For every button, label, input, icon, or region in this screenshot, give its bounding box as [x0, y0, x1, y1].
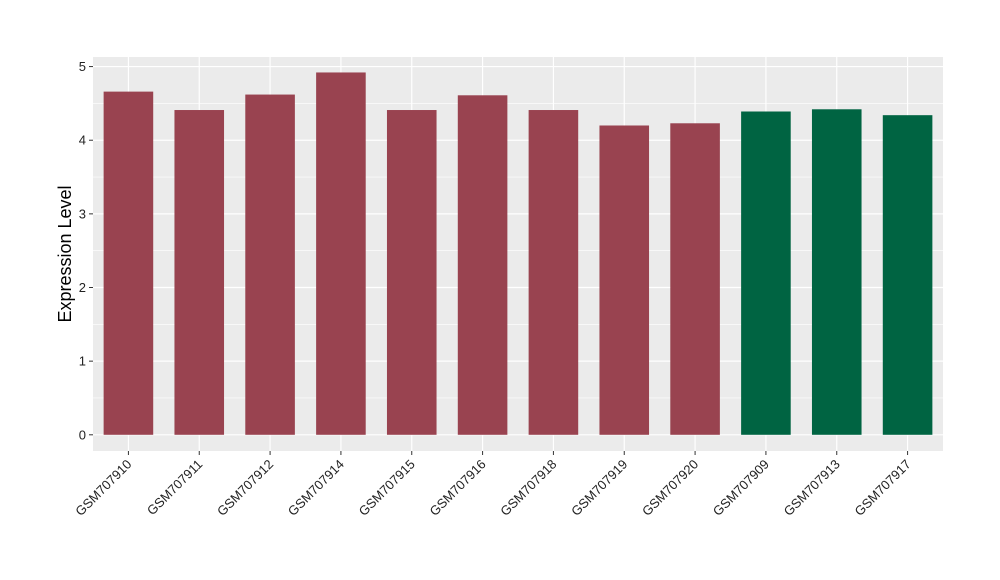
bar	[670, 123, 720, 435]
y-tick-label: 2	[79, 280, 86, 295]
bar	[386, 110, 437, 435]
bars	[103, 72, 933, 435]
y-tick-label: 3	[79, 206, 86, 221]
bar	[174, 110, 225, 435]
bar	[457, 95, 508, 435]
y-tick-label: 4	[79, 133, 86, 148]
plot-panel	[93, 57, 943, 451]
bar	[528, 110, 579, 435]
bar	[599, 125, 650, 435]
bar	[811, 109, 862, 435]
bar	[741, 111, 791, 435]
bar	[316, 72, 366, 435]
y-axis: 0 1 2 3 4 5	[79, 59, 93, 442]
bar	[245, 94, 295, 435]
bar	[882, 115, 933, 435]
minor-gridlines	[93, 103, 943, 399]
y-tick-label: 0	[79, 427, 86, 442]
y-axis-title: Expression Level	[55, 185, 75, 322]
y-tick-label: 1	[79, 354, 86, 369]
y-tick-label: 5	[79, 59, 86, 74]
bar	[103, 91, 154, 435]
